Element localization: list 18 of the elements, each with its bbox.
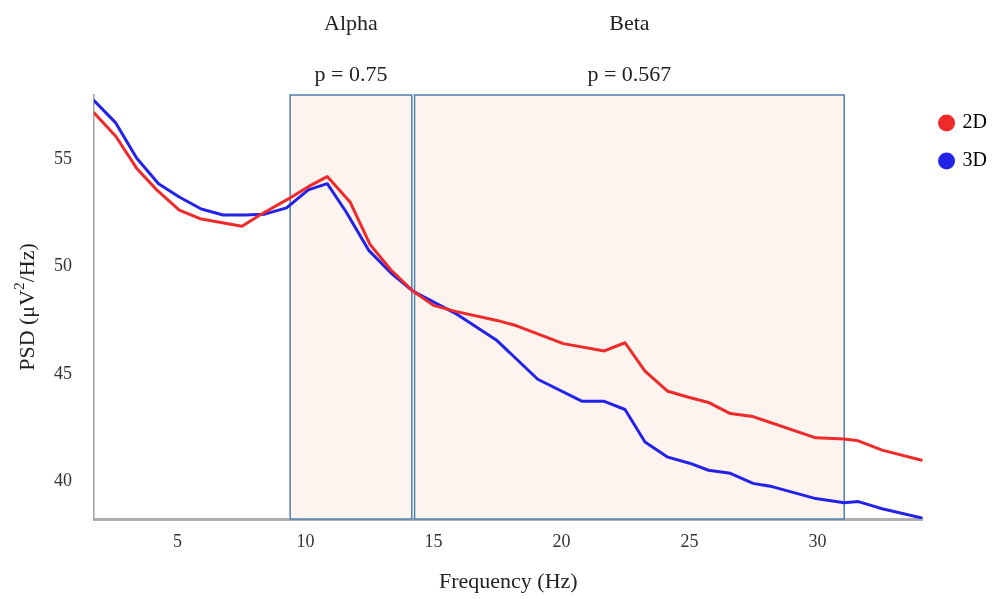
text: p = 0.75 <box>314 60 388 86</box>
y-tick-label: 45 <box>54 362 72 383</box>
y-tick-label: 55 <box>54 148 72 169</box>
y-tick-label: 50 <box>54 255 72 276</box>
x-tick-label: 5 <box>172 530 182 551</box>
x-tick-label: 10 <box>296 530 315 551</box>
x-tick-label: 20 <box>552 530 571 551</box>
x-tick-label: 30 <box>808 530 827 551</box>
x-axis-title: Frequency (Hz) <box>438 567 578 593</box>
band-label: Beta <box>609 9 650 35</box>
legend-label: 2D <box>962 110 988 133</box>
x-tick-label: 15 <box>424 530 443 551</box>
band-label: Alpha <box>324 9 379 35</box>
text: p = 0.567 <box>587 60 672 86</box>
x-tick-label: 25 <box>680 530 699 551</box>
y-tick-label: 40 <box>54 470 72 491</box>
y-axis-title: PSD (μV2/Hz) <box>10 243 39 371</box>
legend-label: 3D <box>962 148 988 171</box>
